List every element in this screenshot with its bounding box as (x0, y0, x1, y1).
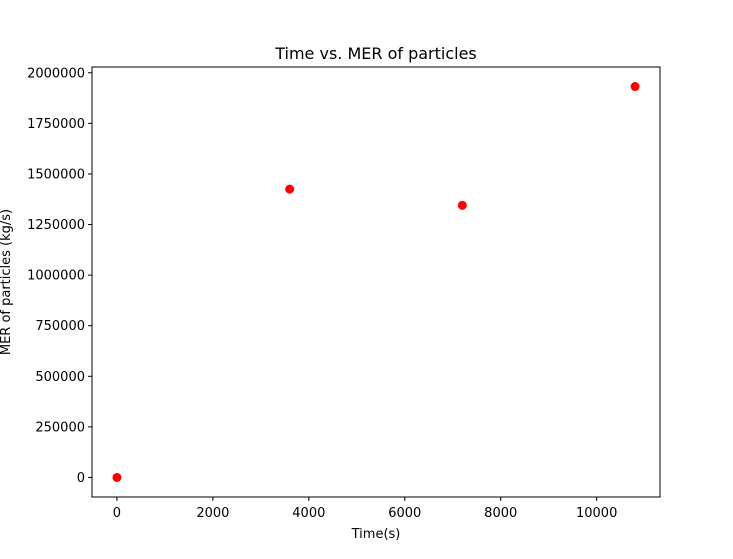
x-tick-label: 0 (113, 506, 121, 521)
y-tick-label: 2000000 (27, 66, 85, 81)
y-tick-label: 1000000 (27, 269, 85, 284)
y-tick-label: 250000 (35, 420, 85, 435)
data-point (457, 200, 467, 210)
x-axis-label: Time(s) (351, 527, 401, 542)
plot-area: 0 2000 4000 6000 8000 10000 0 250000 500000 75000… (27, 66, 661, 521)
data-point (112, 472, 122, 482)
x-tick-label: 10000 (576, 506, 617, 521)
plot-frame (91, 66, 661, 498)
data-point (630, 82, 640, 92)
data-point (285, 184, 295, 194)
x-tick-label: 6000 (388, 506, 421, 521)
y-tick-label: 1250000 (27, 218, 85, 233)
x-tick-label: 2000 (196, 506, 229, 521)
chart-title: Time vs. MER of particles (274, 44, 477, 63)
y-tick-label: 1750000 (27, 117, 85, 132)
y-tick-label: 1500000 (27, 167, 85, 182)
y-tick-label: 0 (77, 471, 85, 486)
y-tick-label: 500000 (35, 370, 85, 385)
x-tick-label: 4000 (292, 506, 325, 521)
x-tick-label: 8000 (484, 506, 517, 521)
y-axis-label: MER of particles (kg/s) (0, 209, 14, 355)
y-tick-label: 750000 (35, 319, 85, 334)
